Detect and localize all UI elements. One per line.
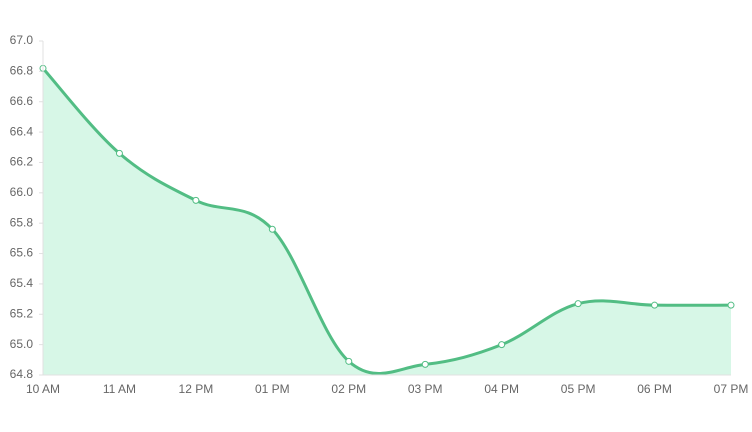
y-tick-label: 65.6 bbox=[10, 246, 34, 260]
x-tick-label: 02 PM bbox=[331, 382, 366, 396]
y-tick-label: 64.8 bbox=[10, 367, 34, 381]
point bbox=[192, 196, 200, 204]
x-tick-label: 04 PM bbox=[484, 382, 519, 396]
point bbox=[115, 149, 123, 157]
y-tick-label: 67.0 bbox=[10, 33, 34, 47]
x-tick-label: 01 PM bbox=[255, 382, 290, 396]
y-tick-label: 65.8 bbox=[10, 215, 34, 229]
area-fill bbox=[43, 68, 731, 375]
y-tick-label: 66.0 bbox=[10, 185, 34, 199]
line bbox=[41, 67, 732, 375]
y-tick-label: 65.4 bbox=[10, 276, 34, 290]
x-tick-label: 03 PM bbox=[408, 382, 443, 396]
point bbox=[421, 360, 429, 368]
y-tick-label: 66.4 bbox=[10, 124, 34, 138]
x-tick-label: 07 PM bbox=[714, 382, 749, 396]
x-tick-label: 05 PM bbox=[561, 382, 596, 396]
y-tick-label: 65.0 bbox=[10, 337, 34, 351]
x-tick-label: 11 AM bbox=[103, 382, 136, 396]
y-tick-label: 66.6 bbox=[10, 94, 34, 108]
y-tick-label: 65.2 bbox=[10, 306, 34, 320]
point bbox=[498, 341, 506, 349]
point bbox=[651, 301, 659, 309]
point bbox=[727, 301, 735, 309]
x-tick-label: 12 PM bbox=[179, 382, 214, 396]
point bbox=[574, 300, 582, 308]
point bbox=[345, 357, 353, 365]
point bbox=[268, 225, 276, 233]
y-tick-label: 66.2 bbox=[10, 155, 34, 169]
x-tick-label: 06 PM bbox=[637, 382, 672, 396]
y-tick-label: 66.8 bbox=[10, 64, 34, 78]
x-tick-label: 10 AM bbox=[26, 382, 60, 396]
